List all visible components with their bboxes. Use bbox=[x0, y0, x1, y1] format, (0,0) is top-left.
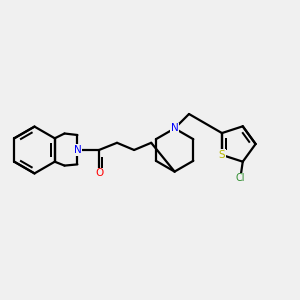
Text: N: N bbox=[74, 145, 81, 155]
Text: Cl: Cl bbox=[236, 173, 245, 183]
Text: S: S bbox=[219, 150, 225, 160]
Text: O: O bbox=[95, 168, 103, 178]
Text: N: N bbox=[171, 123, 178, 134]
